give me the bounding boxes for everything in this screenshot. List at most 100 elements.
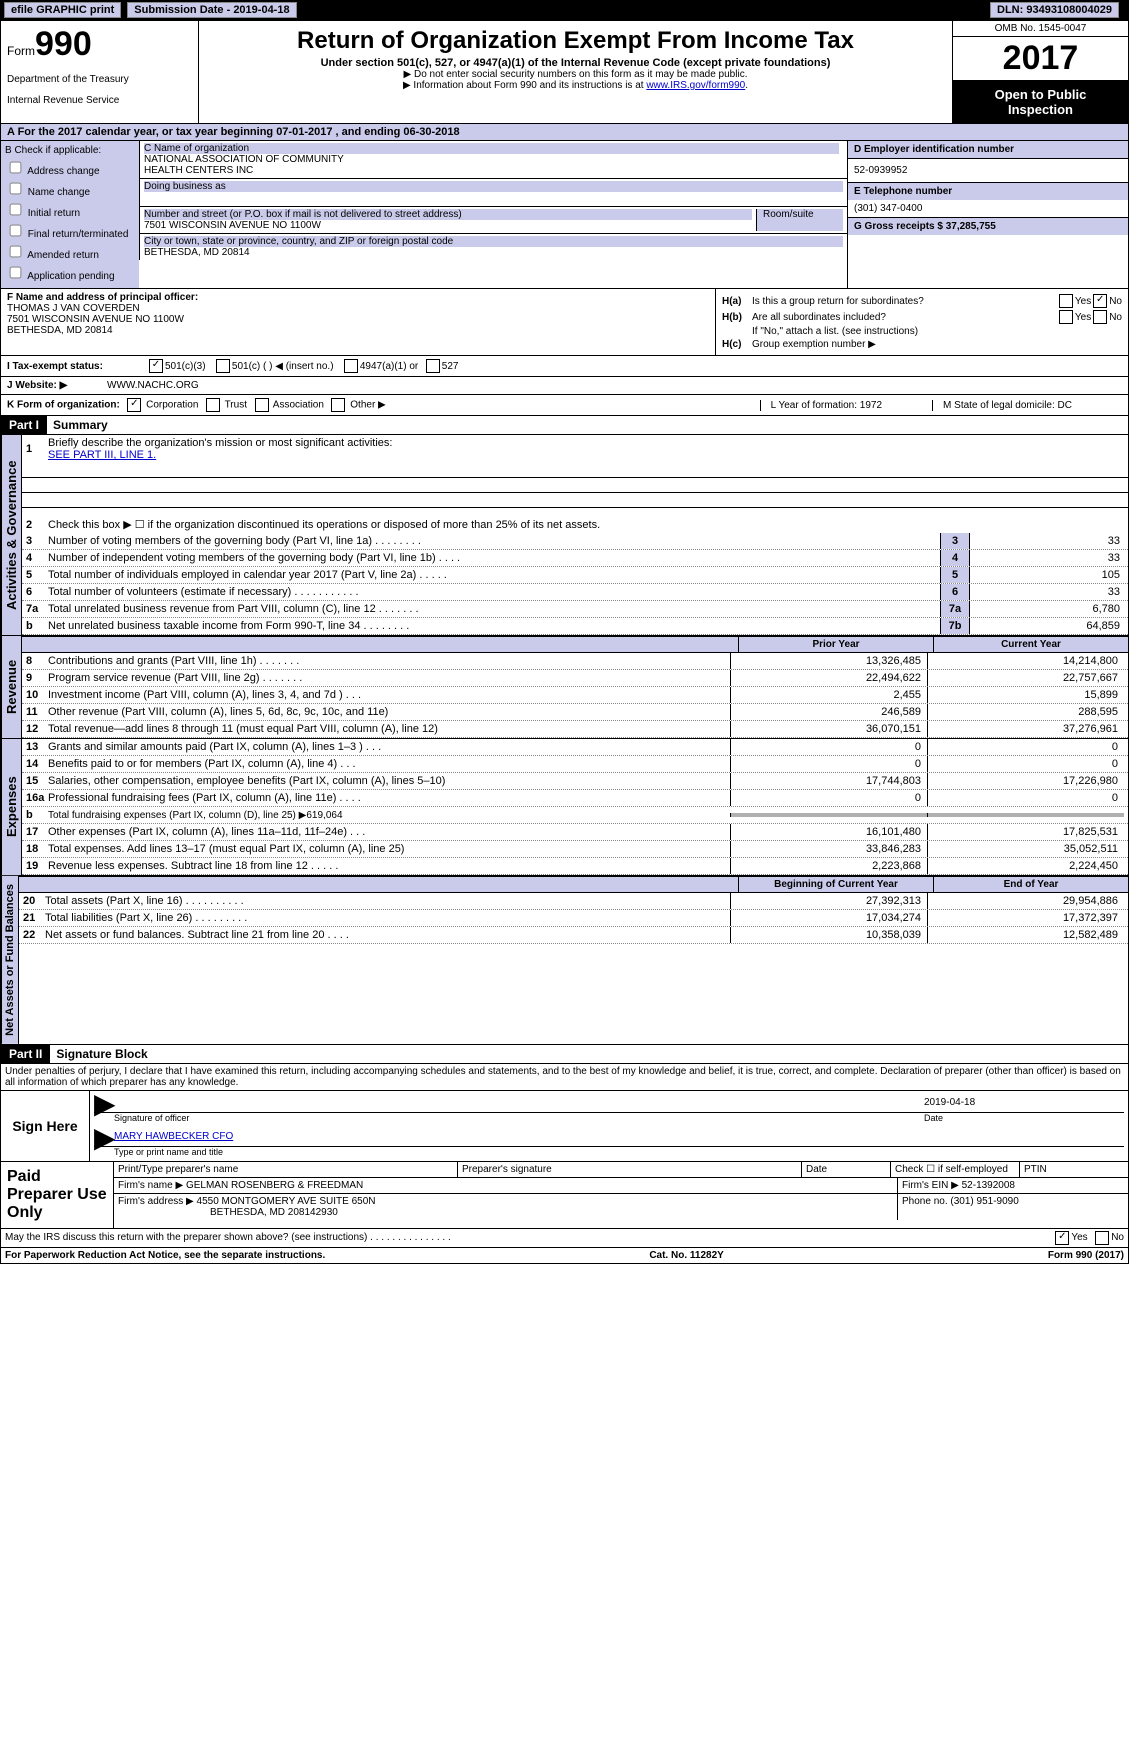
current-year-value: 17,825,531 (927, 824, 1124, 840)
firm-name-lab: Firm's name ▶ (118, 1180, 183, 1191)
cb-final-return[interactable] (10, 225, 22, 237)
line-num: 4 (26, 552, 48, 564)
mission-link[interactable]: SEE PART III, LINE 1. (48, 449, 156, 461)
line-value: 64,859 (970, 620, 1124, 632)
line-text: Other expenses (Part IX, column (A), lin… (48, 826, 730, 838)
sig-officer-lab: Signature of officer (114, 1113, 924, 1123)
vert-governance: Activities & Governance (1, 435, 22, 635)
current-year-value: 0 (927, 756, 1124, 772)
firm-ein-lab: Firm's EIN ▶ (902, 1180, 959, 1191)
cb-501c3[interactable]: ✓ (149, 359, 163, 373)
hc-label: H(c) (722, 339, 752, 350)
hdr-current-year: Current Year (933, 637, 1128, 652)
cb-other[interactable] (331, 398, 345, 412)
line-value: 33 (970, 552, 1124, 564)
lab-other: Other ▶ (350, 400, 385, 411)
lab-app-pending: Application pending (27, 271, 114, 282)
line-value: 105 (970, 569, 1124, 581)
firm-addr1: 4550 MONTGOMERY AVE SUITE 650N (197, 1196, 376, 1207)
irs-link[interactable]: www.IRS.gov/form990 (646, 80, 745, 91)
current-year-value: 29,954,886 (927, 893, 1124, 909)
vert-revenue: Revenue (1, 636, 22, 738)
line-num: 13 (26, 741, 48, 753)
vert-netassets: Net Assets or Fund Balances (1, 876, 19, 1044)
hc-text: Group exemption number ▶ (752, 339, 876, 350)
hb-yes[interactable] (1059, 310, 1073, 324)
efile-print-button[interactable]: efile GRAPHIC print (4, 2, 121, 18)
line-text: Other revenue (Part VIII, column (A), li… (48, 706, 730, 718)
current-year-value: 22,757,667 (927, 670, 1124, 686)
p-sig-lab: Preparer's signature (458, 1162, 802, 1177)
cb-trust[interactable] (206, 398, 220, 412)
hdr-begin-year: Beginning of Current Year (738, 877, 933, 892)
line-text: Number of independent voting members of … (48, 552, 940, 564)
cb-amended-return[interactable] (10, 246, 22, 258)
lab-4947: 4947(a)(1) or (360, 361, 418, 372)
line-text: Total unrelated business revenue from Pa… (48, 603, 940, 615)
officer-city: BETHESDA, MD 20814 (7, 325, 709, 336)
line-num: 21 (23, 912, 45, 924)
current-year-value (927, 813, 1124, 817)
line-num: 16a (26, 792, 48, 804)
firm-addr-lab: Firm's address ▶ (118, 1196, 194, 1207)
cb-corp[interactable]: ✓ (127, 398, 141, 412)
line-box: 7a (940, 601, 970, 617)
line-box: 3 (940, 533, 970, 549)
line-num: 7a (26, 603, 48, 615)
prior-year-value: 13,326,485 (730, 653, 927, 669)
dln-label: DLN: 93493108004029 (990, 2, 1119, 18)
form-label: Form (7, 44, 35, 58)
city-label: City or town, state or province, country… (144, 236, 843, 247)
prior-year-value: 22,494,622 (730, 670, 927, 686)
dba-label: Doing business as (144, 181, 843, 192)
p-date-lab: Date (802, 1162, 891, 1177)
d-ein-label: D Employer identification number (848, 141, 1128, 159)
discuss-yes[interactable]: ✓ (1055, 1231, 1069, 1245)
col-b-checkboxes: B Check if applicable: Address change Na… (1, 141, 139, 288)
lab-amended-return: Amended return (27, 250, 99, 261)
cb-assoc[interactable] (255, 398, 269, 412)
line-num: 3 (26, 535, 48, 547)
cb-name-change[interactable] (10, 183, 22, 195)
cb-initial-return[interactable] (10, 204, 22, 216)
pra-notice: For Paperwork Reduction Act Notice, see … (5, 1250, 325, 1261)
prior-year-value: 33,846,283 (730, 841, 927, 857)
current-year-value: 37,276,961 (927, 721, 1124, 737)
website-url[interactable]: WWW.NACHC.ORG (107, 380, 199, 391)
form-title: Return of Organization Exempt From Incom… (203, 27, 948, 55)
ha-no[interactable]: ✓ (1093, 294, 1107, 308)
addr-label: Number and street (or P.O. box if mail i… (144, 209, 752, 220)
discuss-no[interactable] (1095, 1231, 1109, 1245)
line-num: 15 (26, 775, 48, 787)
current-year-value: 15,899 (927, 687, 1124, 703)
cb-app-pending[interactable] (10, 267, 22, 279)
line-box: 5 (940, 567, 970, 583)
firm-name: GELMAN ROSENBERG & FREEDMAN (186, 1180, 363, 1191)
hb-no[interactable] (1093, 310, 1107, 324)
cb-501c[interactable] (216, 359, 230, 373)
room-label: Room/suite (756, 209, 843, 231)
line-value: 33 (970, 535, 1124, 547)
prior-year-value: 0 (730, 790, 927, 806)
prior-year-value: 0 (730, 756, 927, 772)
line-text: Salaries, other compensation, employee b… (48, 775, 730, 787)
row-a-period: A For the 2017 calendar year, or tax yea… (0, 124, 1129, 141)
line-value: 33 (970, 586, 1124, 598)
line-text: Program service revenue (Part VIII, line… (48, 672, 730, 684)
cb-address-change[interactable] (10, 162, 22, 174)
ha-no-lab: No (1109, 296, 1122, 307)
firm-ein: 52-1392008 (962, 1180, 1015, 1191)
form-subtitle-1: Under section 501(c), 527, or 4947(a)(1)… (203, 57, 948, 69)
line-text: Investment income (Part VIII, column (A)… (48, 689, 730, 701)
officer-printed-name[interactable]: MARY HAWBECKER CFO (114, 1131, 233, 1145)
line2-text: Check this box ▶ ☐ if the organization d… (48, 518, 1124, 531)
cb-4947[interactable] (344, 359, 358, 373)
ha-yes[interactable] (1059, 294, 1073, 308)
line-num: 11 (26, 706, 48, 718)
prior-year-value: 17,034,274 (730, 910, 927, 926)
discuss-yes-lab: Yes (1071, 1232, 1087, 1243)
p-check-lab: Check ☐ if self-employed (891, 1162, 1020, 1177)
form-subtitle-2a: ▶ Do not enter social security numbers o… (203, 69, 948, 80)
omb-number: OMB No. 1545-0047 (953, 21, 1128, 37)
cb-527[interactable] (426, 359, 440, 373)
